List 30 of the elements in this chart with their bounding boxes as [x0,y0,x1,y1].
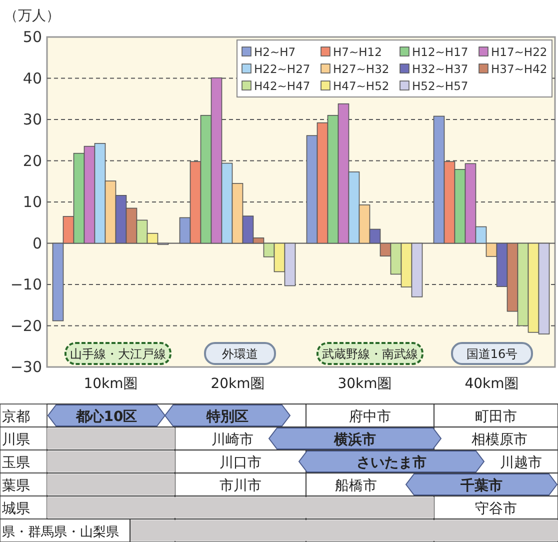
legend-label: H2~H7 [254,45,296,59]
annotation: 山手線・大江戸線 [70,347,166,361]
x-tick-label: 40km圏 [464,376,518,392]
y-tick-label: 40 [22,69,42,88]
x-tick-label: 20km圏 [210,376,264,392]
legend-label: H32~H37 [412,62,468,76]
y-tick-label: 50 [22,28,42,46]
legend-label: H37~H42 [491,62,548,76]
y-axis-title: （万人） [4,8,60,24]
y-tick-label: −10 [10,276,42,294]
legend-label: H22~H27 [254,62,310,76]
y-tick-label: −20 [10,316,42,335]
legend-label: H12~H17 [412,45,468,59]
x-tick-label: 30km圏 [338,376,392,392]
y-tick-label: 10 [22,193,42,211]
y-tick-label: 0 [32,234,42,252]
annotation: 外環道 [222,347,258,361]
legend-label: H27~H32 [333,62,390,76]
y-tick-label: 20 [22,152,42,170]
annotation: 国道16号 [466,347,518,361]
annotation: 武蔵野線・南武線 [322,347,418,361]
legend-label: H47~H52 [333,79,390,93]
y-tick-label: −30 [10,358,42,376]
table: 京都 都心10区 特別区 府中市 町田市 川県 川崎市 横浜市 相模原市 玉県 川口市 さいたま市 川越市 葉県 市川市 船橋市 千葉市 城県 守谷市 県・群馬県・山梨県 [0,404,558,542]
legend-label: H52~H57 [412,79,468,93]
legend-label: H17~H22 [491,45,548,59]
x-tick-label: 10km圏 [84,376,138,392]
legend-label: H7~H12 [333,45,382,59]
y-tick-label: 30 [22,110,42,128]
legend-label: H42~H47 [254,79,310,93]
